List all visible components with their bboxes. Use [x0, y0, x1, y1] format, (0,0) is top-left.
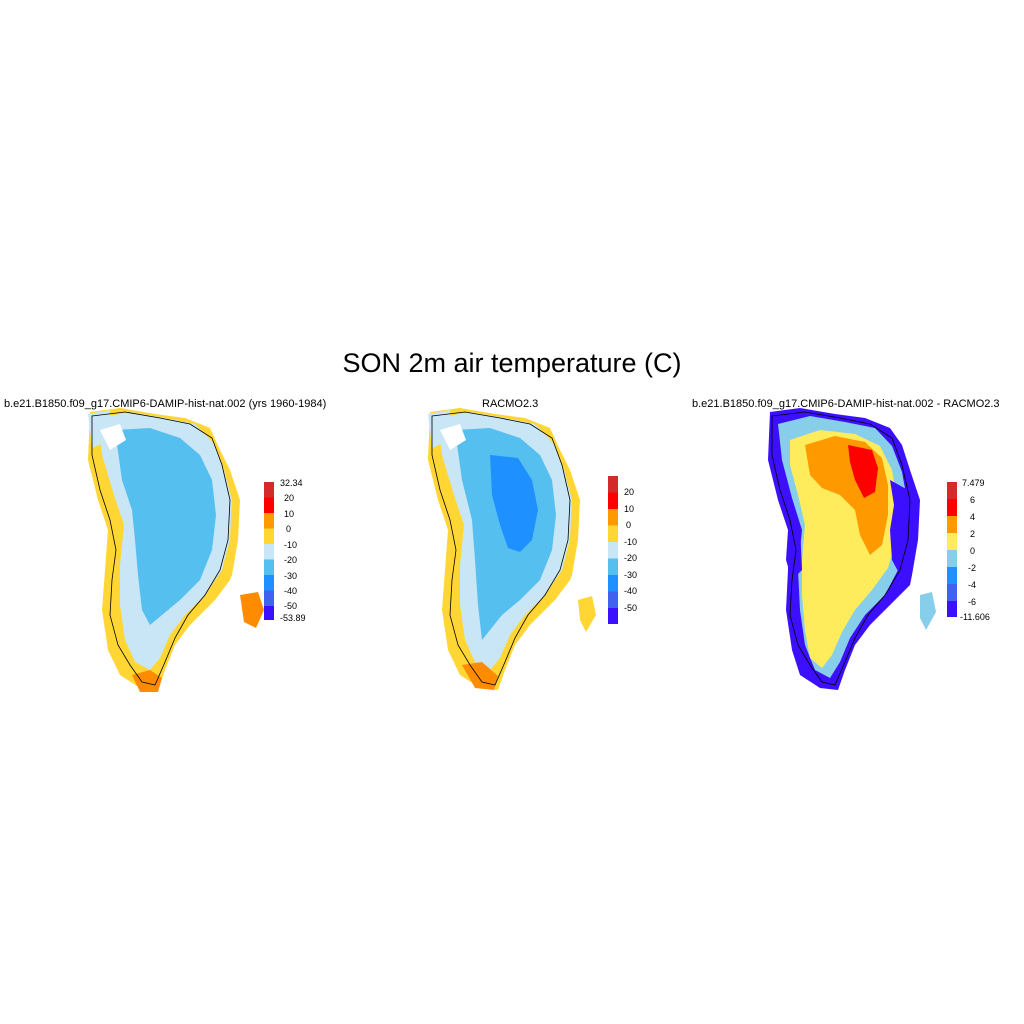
colorbar-label: -10 [284, 540, 298, 550]
colorbar-label: -20 [284, 555, 298, 565]
colorbar-label: 20 [284, 493, 295, 503]
panel-3-colorbar [947, 482, 957, 617]
colorbar-label: 0 [626, 520, 632, 530]
panel-1-map [88, 408, 264, 692]
panel-1-colorbar [264, 482, 274, 620]
panel-2-map [428, 408, 596, 690]
colorbar-label: 0 [286, 524, 292, 534]
panel-1-title: b.e21.B1850.f09_g17.CMIP6-DAMIP-hist-nat… [4, 398, 327, 410]
colorbar-label: -30 [624, 570, 638, 580]
temperature-field [428, 408, 596, 690]
coastline [771, 411, 911, 686]
figure-title: SON 2m air temperature (C) [342, 348, 682, 378]
colorbar-label: -6 [968, 597, 977, 607]
colorbar-label: 6 [970, 495, 976, 505]
coastline [431, 411, 571, 686]
colorbar-label: -40 [284, 586, 298, 596]
colorbar-label: -50 [284, 601, 298, 611]
colorbar-label: 7.479 [962, 478, 985, 488]
panel-3-map [768, 408, 936, 690]
colorbar-label: -50 [624, 603, 638, 613]
colorbar-label: 10 [284, 509, 295, 519]
colorbar-label: 32.34 [280, 478, 303, 488]
panel-2-colorbar [608, 476, 618, 624]
panel-2-title: RACMO2.3 [482, 398, 539, 410]
colorbar-label: -10 [624, 537, 638, 547]
colorbar-label: -2 [968, 563, 977, 573]
colorbar-label: -40 [624, 586, 638, 596]
colorbar-label: 0 [970, 546, 976, 556]
difference-field [768, 408, 936, 690]
colorbar-label: 2 [970, 529, 976, 539]
colorbar-label: -30 [284, 571, 298, 581]
panel-3-title: b.e21.B1850.f09_g17.CMIP6-DAMIP-hist-nat… [692, 398, 1000, 410]
colorbar-label: -20 [624, 553, 638, 563]
temperature-field [88, 408, 264, 692]
colorbar-label: 20 [624, 487, 635, 497]
colorbar-label: -53.89 [280, 613, 306, 623]
colorbar-label: -11.606 [960, 612, 990, 622]
colorbar-label: 10 [624, 504, 635, 514]
colorbar-label: 4 [970, 512, 976, 522]
colorbar-label: -4 [968, 580, 977, 590]
coastline [91, 411, 231, 686]
